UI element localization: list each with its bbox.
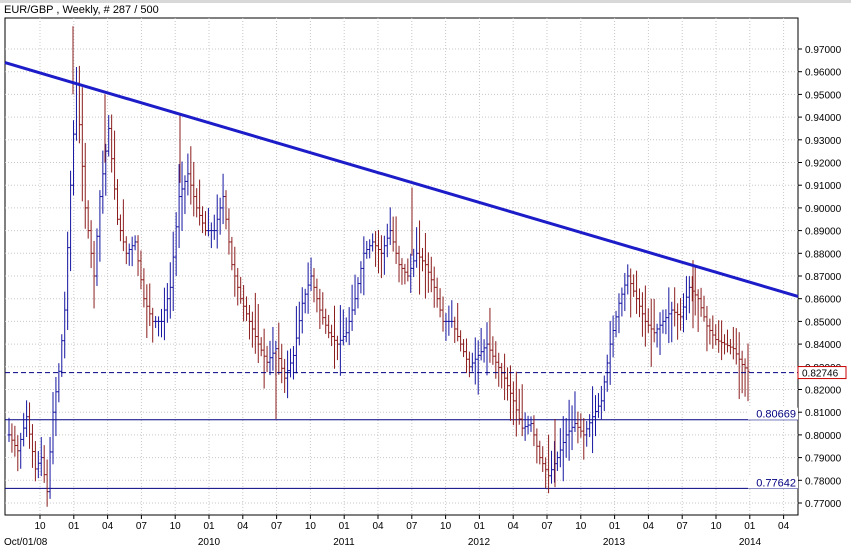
x-tick-label: 10 bbox=[440, 521, 452, 532]
y-tick-label: 0.97000 bbox=[805, 45, 842, 56]
x-tick-label: 01 bbox=[68, 521, 80, 532]
y-tick-label: 0.93000 bbox=[805, 136, 842, 147]
x-tick-label: 07 bbox=[541, 521, 553, 532]
y-tick-label: 0.80000 bbox=[805, 431, 842, 442]
y-tick-label: 0.88000 bbox=[805, 249, 842, 260]
y-tick-label: 0.87000 bbox=[805, 272, 842, 283]
x-tick-label: 04 bbox=[102, 521, 114, 532]
x-tick-label: 04 bbox=[778, 521, 790, 532]
y-tick-label: 0.94000 bbox=[805, 113, 842, 124]
support-level-label: 0.80669 bbox=[756, 409, 796, 421]
x-tick-label: 04 bbox=[508, 521, 520, 532]
x-tick-label: 07 bbox=[406, 521, 418, 532]
y-tick-label: 0.92000 bbox=[805, 159, 842, 170]
x-tick-label: 01 bbox=[609, 521, 621, 532]
chart-title: EUR/GBP , Weekly, # 287 / 500 bbox=[4, 4, 159, 16]
support-level-label-bg bbox=[748, 407, 798, 420]
y-tick-label: 0.77000 bbox=[805, 499, 842, 510]
x-date-label: 2013 bbox=[603, 537, 626, 548]
x-tick-label: 04 bbox=[237, 521, 249, 532]
y-tick-label: 0.90000 bbox=[805, 204, 842, 215]
y-tick-label: 0.79000 bbox=[805, 454, 842, 465]
y-tick-label: 0.96000 bbox=[805, 68, 842, 79]
y-tick-label: 0.84000 bbox=[805, 340, 842, 351]
x-date-label: 2010 bbox=[198, 537, 221, 548]
y-tick-label: 0.89000 bbox=[805, 227, 842, 238]
current-price-label: 0.82746 bbox=[802, 369, 839, 380]
y-tick-label: 0.82000 bbox=[805, 386, 842, 397]
x-tick-label: 01 bbox=[744, 521, 756, 532]
y-tick-label: 0.95000 bbox=[805, 90, 842, 101]
x-date-label: 2012 bbox=[468, 537, 491, 548]
current-price-box bbox=[797, 366, 847, 380]
x-tick-label: 04 bbox=[643, 521, 655, 532]
x-tick-label: 10 bbox=[170, 521, 182, 532]
toolbar-strip bbox=[0, 0, 851, 3]
x-tick-label: 01 bbox=[203, 521, 215, 532]
support-level-label-bg bbox=[748, 476, 798, 489]
x-tick-label: 07 bbox=[136, 521, 148, 532]
x-tick-label: 01 bbox=[474, 521, 486, 532]
x-date-label: 2011 bbox=[333, 537, 355, 548]
x-date-label: 2014 bbox=[739, 537, 762, 548]
x-tick-label: 07 bbox=[271, 521, 283, 532]
x-tick-label: 10 bbox=[710, 521, 722, 532]
y-tick-label: 0.86000 bbox=[805, 295, 842, 306]
x-tick-label: 01 bbox=[339, 521, 351, 532]
x-tick-label: 10 bbox=[34, 521, 46, 532]
x-date-label: Oct/01/08 bbox=[4, 537, 48, 548]
y-tick-label: 0.91000 bbox=[805, 181, 842, 192]
x-tick-label: 10 bbox=[305, 521, 317, 532]
resistance-trendline bbox=[4, 61, 799, 298]
y-tick-label: 0.85000 bbox=[805, 317, 842, 328]
x-tick-label: 04 bbox=[372, 521, 384, 532]
x-tick-label: 10 bbox=[575, 521, 587, 532]
x-tick-label: 07 bbox=[677, 521, 689, 532]
y-tick-label: 0.81000 bbox=[805, 408, 842, 419]
support-level-label: 0.77642 bbox=[756, 477, 796, 489]
y-tick-label: 0.78000 bbox=[805, 476, 842, 487]
